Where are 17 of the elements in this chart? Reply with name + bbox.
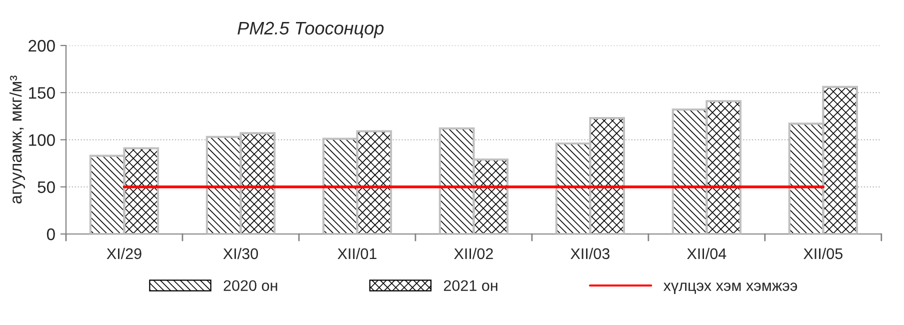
y-axis-title: агууламж, мкг/м³ [9, 76, 25, 204]
x-tick-label: XII/05 [804, 248, 842, 260]
legend-label: 2020 он [224, 280, 278, 292]
y-tick-label: 150 [29, 87, 55, 99]
y-tick-label: 200 [28, 40, 55, 52]
x-tick-label: XII/03 [570, 248, 610, 260]
y-tick-label: 50 [38, 181, 55, 194]
y-tick-label: 0 [46, 228, 55, 240]
y-tick-label: 100 [29, 134, 55, 146]
x-tick-label: XI/29 [106, 248, 142, 260]
x-tick-label: XI/30 [223, 248, 258, 260]
legend-label: хүлцэх хэм хэмжээ [664, 282, 798, 294]
chart-title: PM2.5 Тоосонцор [238, 22, 384, 38]
x-tick-label: XII/02 [454, 248, 493, 260]
legend-label: 2021 он [444, 280, 498, 292]
x-tick-label: XII/04 [687, 248, 726, 260]
x-tick-label: XII/01 [338, 248, 376, 260]
